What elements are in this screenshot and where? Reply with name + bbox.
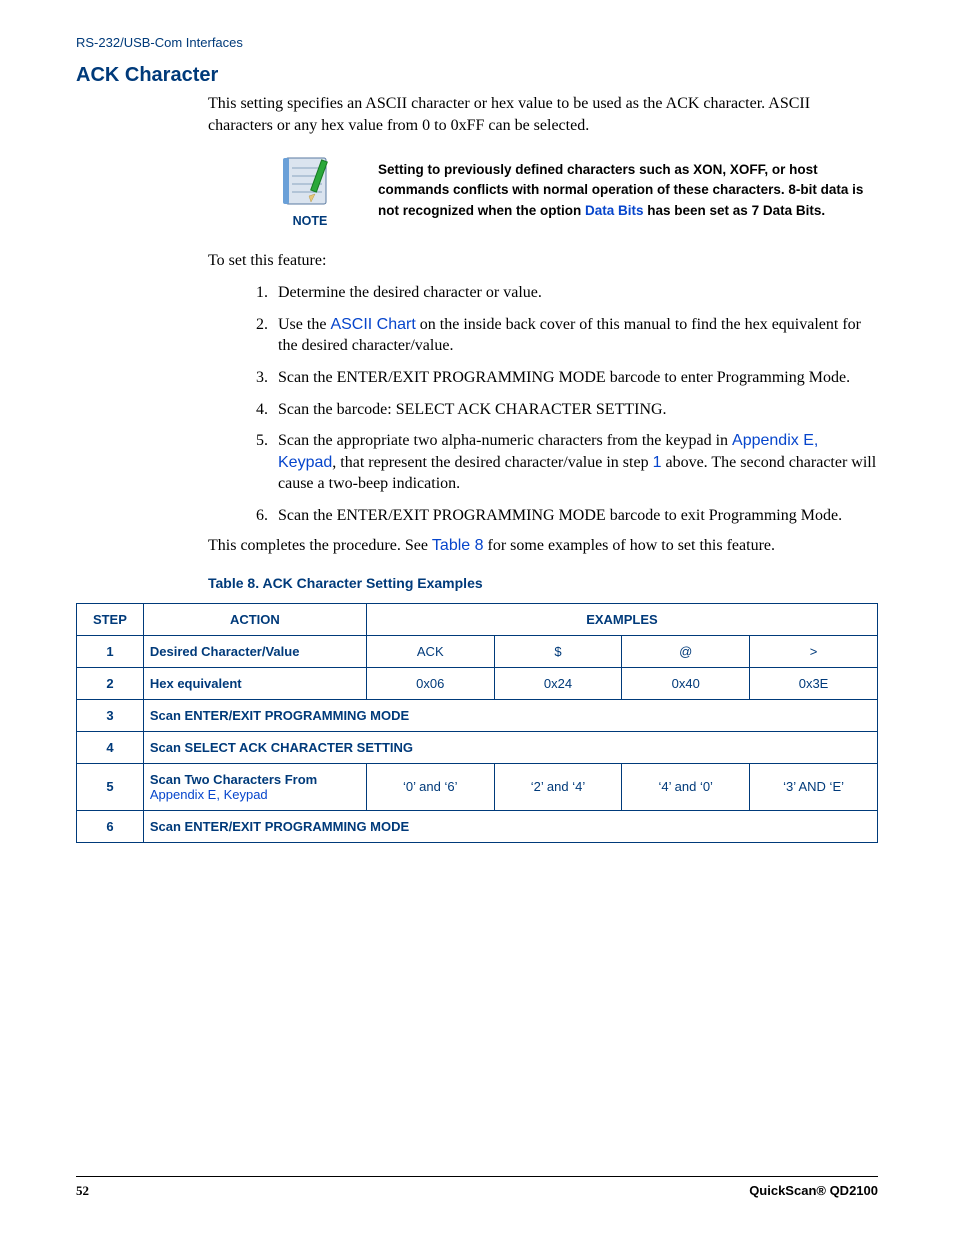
product-name: QuickScan® QD2100 <box>749 1183 878 1199</box>
page-footer: 52 QuickScan® QD2100 <box>76 1176 878 1199</box>
step-cell: 5 <box>77 763 144 810</box>
example-cell: > <box>750 635 878 667</box>
step-2: Use the ASCII Chart on the inside back c… <box>272 314 878 357</box>
step-6: Scan the ENTER/EXIT PROGRAMMING MODE bar… <box>272 505 878 527</box>
full-action-cell: Scan SELECT ACK CHARACTER SETTING <box>143 731 877 763</box>
section-title: ACK Character <box>76 64 878 87</box>
completes-before: This completes the procedure. See <box>208 537 432 554</box>
table-row: 3Scan ENTER/EXIT PROGRAMMING MODE <box>77 699 878 731</box>
note-text: Setting to previously defined characters… <box>378 160 878 221</box>
example-cell: 0x24 <box>494 667 622 699</box>
instruction-steps: Determine the desired character or value… <box>232 282 878 526</box>
full-action-cell: Scan ENTER/EXIT PROGRAMMING MODE <box>143 699 877 731</box>
step-cell: 6 <box>77 810 144 842</box>
col-step: STEP <box>77 603 144 635</box>
step-text: Scan the appropriate two alpha-numeric c… <box>278 432 732 449</box>
intro-paragraph: This setting specifies an ASCII characte… <box>208 93 878 136</box>
table-row: 2Hex equivalent0x060x240x400x3E <box>77 667 878 699</box>
table-row: 5Scan Two Characters From Appendix E, Ke… <box>77 763 878 810</box>
notepad-pencil-icon <box>280 154 340 208</box>
step-5: Scan the appropriate two alpha-numeric c… <box>272 430 878 495</box>
step-cell: 4 <box>77 731 144 763</box>
example-cell: 0x06 <box>366 667 494 699</box>
step-4: Scan the barcode: SELECT ACK CHARACTER S… <box>272 399 878 421</box>
appendix-link[interactable]: Appendix E, Keypad <box>150 787 268 802</box>
page-number: 52 <box>76 1183 89 1199</box>
example-cell: ACK <box>366 635 494 667</box>
step-text: Scan the ENTER/EXIT PROGRAMMING MODE bar… <box>278 369 850 386</box>
page: RS-232/USB-Com Interfaces ACK Character … <box>0 0 954 1235</box>
step-cell: 1 <box>77 635 144 667</box>
inline-link[interactable]: ASCII Chart <box>330 316 415 333</box>
step-1: Determine the desired character or value… <box>272 282 878 304</box>
action-cell: Scan Two Characters From Appendix E, Key… <box>143 763 366 810</box>
note-block: NOTE Setting to previously defined chara… <box>276 154 878 228</box>
example-cell: ‘0’ and ‘6’ <box>366 763 494 810</box>
step-3: Scan the ENTER/EXIT PROGRAMMING MODE bar… <box>272 367 878 389</box>
action-prefix: Scan Two Characters From <box>150 772 317 787</box>
col-action: ACTION <box>143 603 366 635</box>
table-caption: Table 8. ACK Character Setting Examples <box>208 575 878 591</box>
breadcrumb: RS-232/USB-Com Interfaces <box>76 35 878 50</box>
example-table: STEP ACTION EXAMPLES 1Desired Character/… <box>76 603 878 843</box>
table-8-link[interactable]: Table 8 <box>432 537 484 554</box>
step-text: Determine the desired character or value… <box>278 284 542 301</box>
note-text-after: has been set as 7 Data Bits. <box>644 203 826 218</box>
step-text: Scan the ENTER/EXIT PROGRAMMING MODE bar… <box>278 507 842 524</box>
example-cell: ‘4’ and ‘0’ <box>622 763 750 810</box>
col-examples: EXAMPLES <box>366 603 877 635</box>
table-header-row: STEP ACTION EXAMPLES <box>77 603 878 635</box>
example-cell: $ <box>494 635 622 667</box>
full-action-cell: Scan ENTER/EXIT PROGRAMMING MODE <box>143 810 877 842</box>
note-icon-column: NOTE <box>276 154 344 228</box>
completes-after: for some examples of how to set this fea… <box>484 537 775 554</box>
step-text: , that represent the desired character/v… <box>332 454 652 471</box>
example-cell: 0x3E <box>750 667 878 699</box>
step-text: Use the <box>278 316 330 333</box>
note-label: NOTE <box>293 214 328 228</box>
example-cell: 0x40 <box>622 667 750 699</box>
example-cell: @ <box>622 635 750 667</box>
step-cell: 3 <box>77 699 144 731</box>
table-row: 1Desired Character/ValueACK$@> <box>77 635 878 667</box>
action-cell: Desired Character/Value <box>143 635 366 667</box>
instructions-lead: To set this feature: <box>208 252 878 270</box>
step-cell: 2 <box>77 667 144 699</box>
action-cell: Hex equivalent <box>143 667 366 699</box>
example-cell: ‘2’ and ‘4’ <box>494 763 622 810</box>
table-row: 4Scan SELECT ACK CHARACTER SETTING <box>77 731 878 763</box>
step-text: Scan the barcode: SELECT ACK CHARACTER S… <box>278 401 667 418</box>
table-body: 1Desired Character/ValueACK$@>2Hex equiv… <box>77 635 878 842</box>
table-row: 6Scan ENTER/EXIT PROGRAMMING MODE <box>77 810 878 842</box>
example-cell: ‘3’ AND ‘E’ <box>750 763 878 810</box>
data-bits-link[interactable]: Data Bits <box>585 203 644 218</box>
completes-paragraph: This completes the procedure. See Table … <box>208 537 878 555</box>
